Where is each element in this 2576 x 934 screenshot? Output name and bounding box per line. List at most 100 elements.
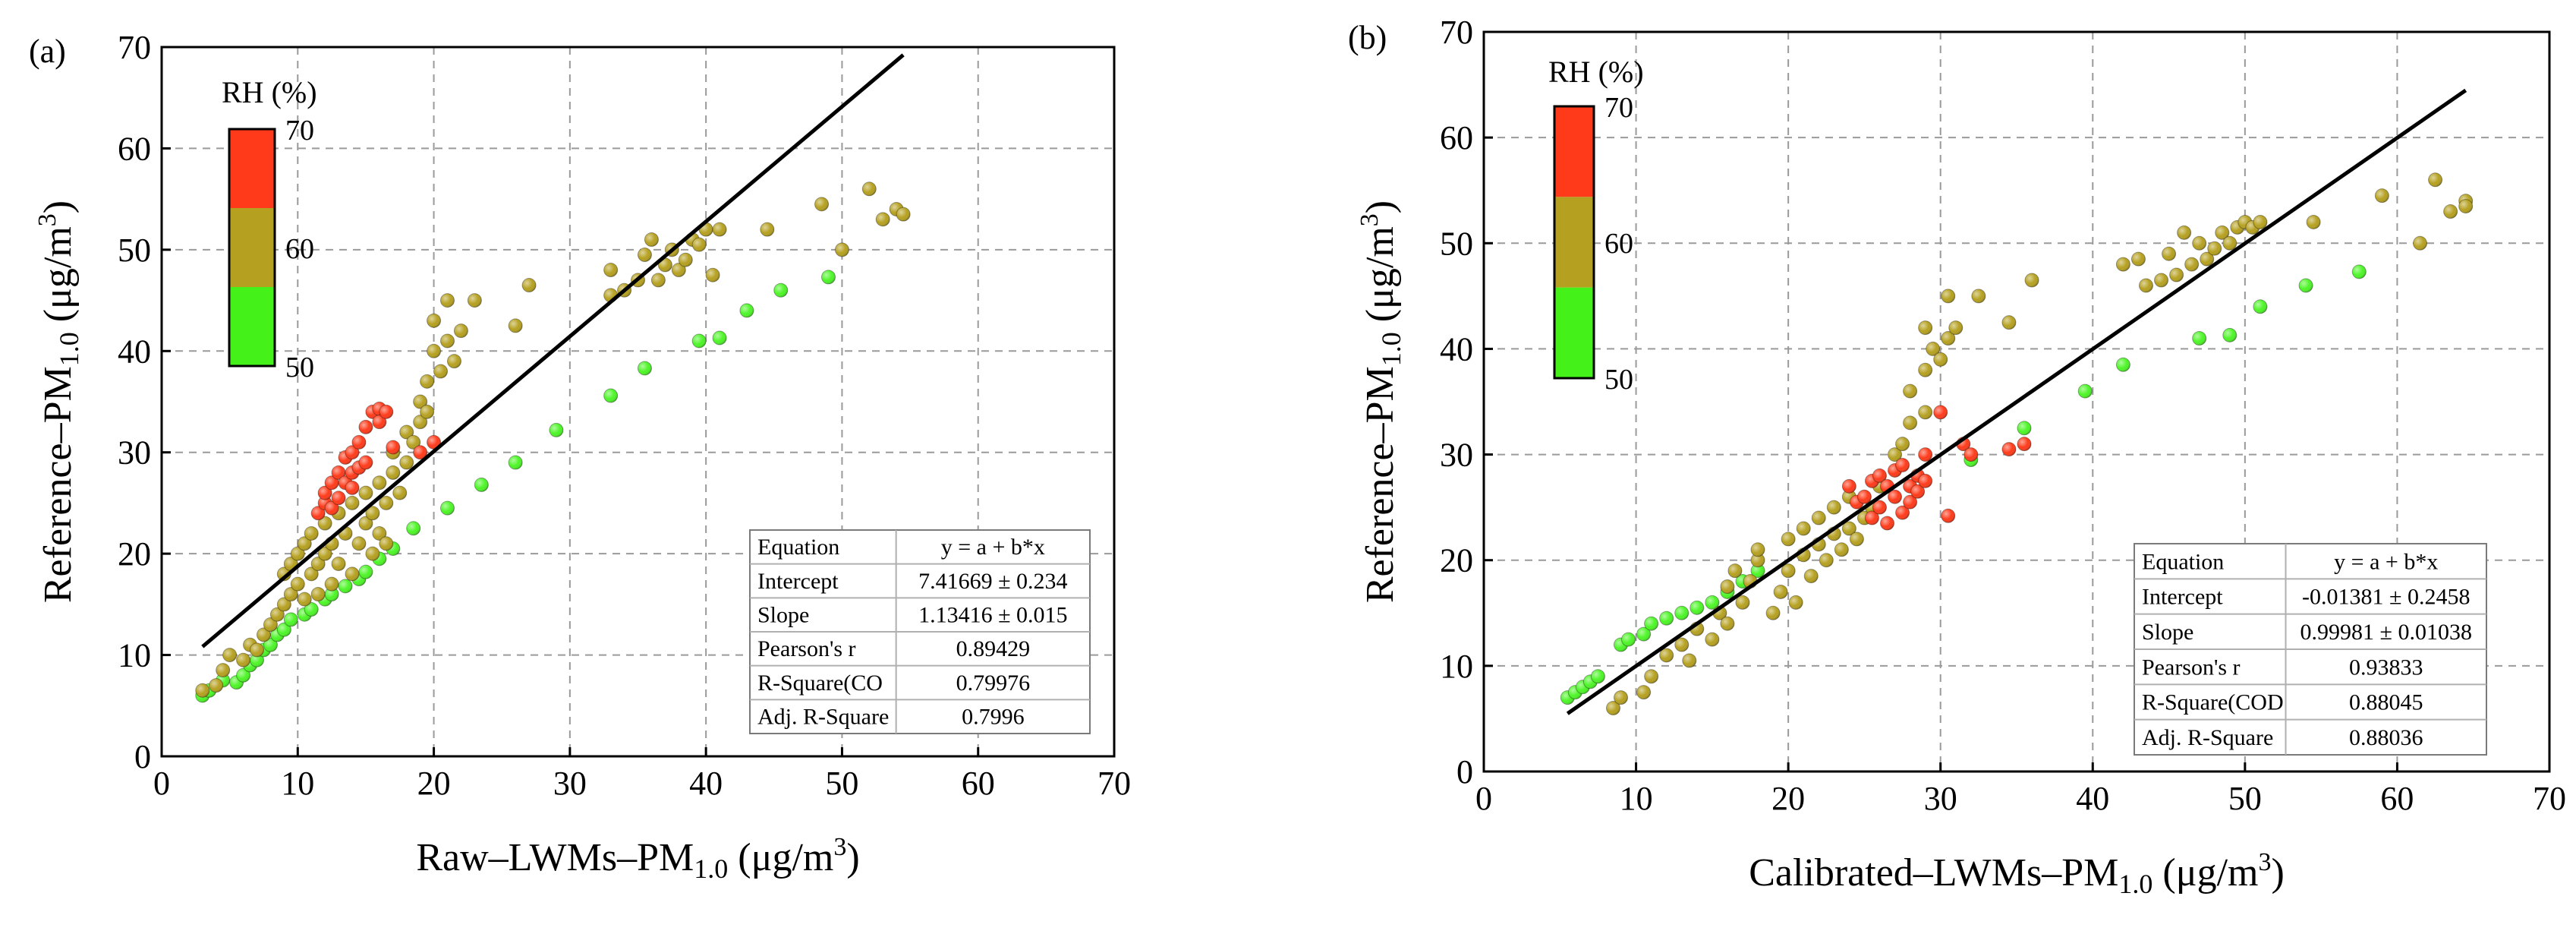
data-point-shade [263, 638, 278, 652]
data-point-shade [304, 526, 319, 541]
stats-key: Equation [2142, 549, 2224, 574]
data-point-shade [1682, 653, 1696, 667]
data-point-shade [1690, 601, 1704, 615]
data-point-shade [644, 232, 659, 247]
data-point-shade [1735, 595, 1749, 610]
data-point-shade [2184, 257, 2199, 272]
data-point-shade [2299, 278, 2313, 292]
data-point-shade [2025, 273, 2039, 287]
y-axis-title: Reference–PM1.0 (μg/m3) [33, 200, 84, 603]
data-point-shade [440, 293, 455, 308]
data-point-shade [876, 212, 890, 226]
data-point-shade [1751, 553, 1765, 567]
data-point-shade [2443, 204, 2458, 219]
data-point-shade [332, 491, 346, 505]
stats-key: Pearson's r [2142, 655, 2241, 680]
data-point-shade [2222, 328, 2237, 342]
colorbar-low [1554, 287, 1594, 378]
data-point-shade [454, 323, 468, 338]
data-point-shade [277, 566, 291, 581]
data-point-shade [1842, 521, 1856, 535]
y-tick-label: 30 [1440, 437, 1473, 474]
data-point-shade [658, 257, 672, 272]
data-point-shade [1766, 606, 1781, 620]
data-point-shade [392, 486, 407, 500]
data-point-shade [1888, 447, 1902, 462]
data-point-shade [2253, 299, 2267, 314]
data-point-shade [263, 617, 278, 632]
data-point-shade [270, 607, 285, 622]
stats-value: 7.41669 ± 0.234 [918, 569, 1067, 594]
data-point-shade [2116, 358, 2130, 372]
data-point-shade [1621, 633, 1636, 647]
stats-value: 0.88036 [2349, 725, 2423, 750]
data-point-shade [2169, 268, 2184, 282]
panel-label: (b) [1348, 19, 1387, 56]
data-point-shade [311, 587, 326, 601]
data-point-shade [679, 253, 693, 267]
data-point-shade [638, 248, 652, 262]
colorbar-high [229, 129, 275, 208]
data-point-shade [1842, 479, 1856, 494]
data-point-shade [2192, 236, 2206, 251]
data-point-shade [2413, 236, 2427, 251]
x-tick-label: 0 [1475, 780, 1492, 817]
data-point-shade [386, 440, 400, 455]
y-tick-label: 0 [134, 738, 151, 775]
data-point-shade [1636, 627, 1651, 642]
data-point-shade [1804, 569, 1819, 583]
data-point-shade [406, 435, 420, 450]
stats-key: Pearson's r [757, 636, 856, 661]
data-point-shade [291, 577, 305, 592]
data-point-shade [1865, 511, 1879, 525]
data-point-shade [1614, 690, 1628, 705]
data-point-shade [209, 678, 223, 693]
rh-colorbar: RH (%) 70 60 50 [222, 75, 317, 383]
data-point-shade [1941, 509, 1955, 523]
data-point-shade [427, 344, 441, 358]
data-point-shade [420, 374, 434, 389]
stats-key: Adj. R-Square [2142, 725, 2273, 750]
stats-value: y = a + b*x [2334, 549, 2438, 574]
data-point-shade [1880, 516, 1894, 531]
data-point-shade [351, 536, 366, 551]
data-point-shade [318, 547, 332, 561]
x-tick-label: 30 [1924, 780, 1957, 817]
data-point-shade [603, 388, 618, 402]
data-point-shade [345, 496, 359, 510]
data-point-shade [603, 263, 618, 277]
colorbar-tick: 70 [1604, 92, 1633, 124]
data-point-shade [236, 668, 250, 683]
data-point-shade [2001, 315, 2016, 330]
data-point-shade [1903, 384, 1917, 399]
data-point-shade [1834, 542, 1849, 557]
stats-table: Equation y = a + b*x Intercept -0.01381 ± 0… [2134, 543, 2487, 756]
y-tick-label: 60 [118, 130, 151, 167]
stats-table: Equation y = a + b*x Intercept 7.41669 ± 0.… [749, 529, 1091, 734]
data-point-shade [318, 486, 332, 500]
data-point-shade [739, 303, 754, 317]
y-tick-label: 10 [1440, 648, 1473, 685]
x-tick-label: 50 [825, 765, 858, 802]
fit-line [1566, 88, 2467, 715]
x-tick-label: 30 [553, 765, 587, 802]
data-point-shade [440, 501, 455, 516]
data-point-shade [427, 314, 441, 328]
data-point-shade [304, 566, 319, 581]
data-point-shade [195, 683, 209, 698]
data-point-shade [1781, 563, 1796, 578]
data-point-shade [2375, 188, 2389, 203]
x-tick-label: 0 [153, 765, 170, 802]
stats-key: Slope [757, 602, 809, 627]
data-point-shade [1659, 611, 1674, 626]
data-point-shade [2307, 215, 2321, 229]
data-point-shade [814, 197, 829, 211]
data-point-shade [325, 577, 339, 592]
stats-value: 0.79976 [956, 671, 1031, 696]
data-point-shade [250, 653, 264, 667]
stats-value: 0.89429 [956, 636, 1031, 661]
data-point-shade [1941, 331, 1955, 346]
data-point-shade [311, 506, 326, 520]
data-point-shade [386, 465, 400, 480]
